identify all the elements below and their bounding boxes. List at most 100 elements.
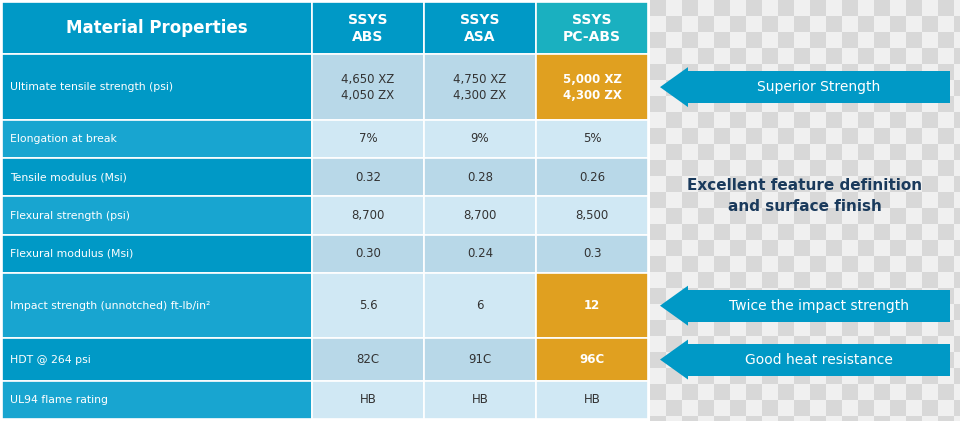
Bar [536,197,648,234]
Bar [858,0,874,16]
Bar [842,368,858,384]
Bar [826,160,842,176]
Bar [810,368,826,384]
Bar [762,48,778,64]
Text: 82C: 82C [356,353,379,366]
Bar [312,54,424,120]
Bar [954,176,960,192]
Text: Good heat resistance: Good heat resistance [745,352,893,367]
Bar [922,16,938,32]
Bar [890,160,906,176]
Bar [810,192,826,208]
Bar [858,240,874,256]
Bar [698,32,714,48]
Bar [906,176,922,192]
Bar [890,256,906,272]
Bar [650,208,666,224]
Bar [714,272,730,288]
Bar [666,288,682,304]
Bar [746,32,762,48]
Bar [698,48,714,64]
Text: HB: HB [360,393,376,406]
Bar [746,112,762,128]
Bar [762,112,778,128]
Text: 7%: 7% [359,133,377,146]
Bar [890,416,906,421]
Bar [746,0,762,16]
Bar [906,400,922,416]
Bar [874,416,890,421]
Bar [954,192,960,208]
Bar [810,224,826,240]
Bar [826,0,842,16]
Bar [650,224,666,240]
Bar [858,256,874,272]
Bar [922,336,938,352]
Bar [906,192,922,208]
Text: Flexural modulus (Msi): Flexural modulus (Msi) [10,249,133,259]
Bar [890,288,906,304]
Bar [954,352,960,368]
Bar [2,120,312,158]
Bar [954,144,960,160]
Bar [778,112,794,128]
Bar [730,384,746,400]
Bar [938,352,954,368]
Bar [778,192,794,208]
Bar [424,338,536,381]
Text: Impact strength (unnotched) ft-lb/in²: Impact strength (unnotched) ft-lb/in² [10,301,210,311]
Bar [650,352,666,368]
Bar [890,384,906,400]
Bar [826,128,842,144]
Bar [922,32,938,48]
Bar [778,0,794,16]
Bar [890,336,906,352]
Bar [938,160,954,176]
Bar [650,320,666,336]
Bar [874,128,890,144]
Bar [746,336,762,352]
Polygon shape [660,67,688,107]
Bar [954,208,960,224]
Bar [858,320,874,336]
Bar [810,416,826,421]
Bar [682,144,698,160]
Bar [874,224,890,240]
Bar [890,80,906,96]
Bar [714,64,730,80]
Bar [842,224,858,240]
Bar [922,80,938,96]
Bar [810,176,826,192]
Text: 0.30: 0.30 [355,247,381,260]
Bar [698,224,714,240]
Bar [650,96,666,112]
Bar [922,288,938,304]
Bar [698,304,714,320]
Bar [650,304,666,320]
Bar [714,416,730,421]
Bar [826,368,842,384]
Bar [698,64,714,80]
Bar [842,192,858,208]
Bar [826,96,842,112]
Bar [954,400,960,416]
Bar [890,224,906,240]
Bar [746,64,762,80]
Bar [890,208,906,224]
Bar [842,320,858,336]
Bar [682,160,698,176]
Bar [858,272,874,288]
Bar [714,160,730,176]
Bar [922,144,938,160]
Bar [778,16,794,32]
Bar [874,80,890,96]
Bar [906,96,922,112]
Bar [794,176,810,192]
Text: Flexural strength (psi): Flexural strength (psi) [10,210,130,221]
Bar [874,288,890,304]
Bar [858,112,874,128]
Bar [762,240,778,256]
Bar [650,160,666,176]
Bar [906,240,922,256]
Bar [650,16,666,32]
